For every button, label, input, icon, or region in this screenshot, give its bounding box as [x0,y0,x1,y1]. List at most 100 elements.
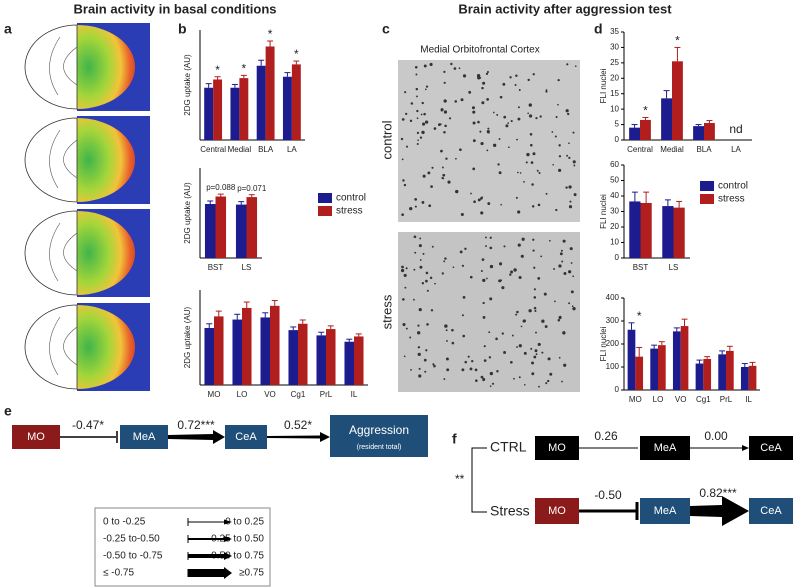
bar [256,65,266,140]
edge-label: 0.00 [704,429,728,443]
cell [531,205,535,208]
cell [501,286,505,290]
cell [469,367,473,371]
cell [419,136,423,139]
bar [718,354,726,390]
cell [455,189,459,194]
cell [568,302,571,305]
cell [498,138,501,140]
cell [480,269,483,272]
cell [568,185,572,189]
cell [440,123,442,125]
node [535,436,579,460]
cell [470,192,472,195]
cell [505,124,509,128]
bar [215,196,227,258]
cell [474,379,478,383]
bar [661,98,672,140]
cell [468,90,472,94]
bar [627,329,636,390]
cell [401,213,405,217]
node-label: MO [27,431,45,443]
cell [541,351,544,354]
path-diagram: MO -0.47* MeA 0.72*** CeA 0.52* Aggressi… [12,415,428,587]
cell [499,262,503,266]
cell [521,237,525,241]
cell [415,73,418,76]
scale-arrow [188,536,232,542]
cell [528,309,532,313]
cell [451,341,455,345]
bar [740,367,749,390]
cell [471,106,475,110]
bar [230,87,240,140]
cell [568,142,570,145]
cell [532,152,536,156]
cell [421,101,424,105]
cell [414,65,418,69]
cell [532,238,535,241]
y-tick-label: 0 [615,253,620,262]
cell [501,332,504,335]
bar [354,336,364,385]
charts: 2DG uptake (AU) Central * Medial * BLA * LA * 2DG… [183,27,760,404]
cell [509,76,512,79]
group-label: Stress [490,503,530,519]
cell [523,351,527,355]
cell [569,247,573,251]
cell [503,115,507,119]
cell [443,110,448,114]
node [640,436,690,460]
cell [557,78,560,82]
cell [418,367,421,370]
x-tick-label: LA [731,145,741,154]
scale-legend [94,507,271,587]
cell [498,171,502,175]
cell [529,132,533,136]
cell [474,368,478,372]
significance: * [675,34,680,48]
bar [662,206,674,258]
cell [538,385,540,388]
cell [517,243,521,247]
cell [402,298,405,301]
cell [404,91,407,94]
y-tick-label: 40 [610,191,619,200]
group-label: CTRL [490,439,527,455]
cell [419,259,422,261]
cell [421,201,425,204]
edge-label: -0.50 [594,488,622,502]
cell [477,198,481,202]
legend-swatch [700,181,714,191]
cell [531,361,535,365]
y-tick-label: 30 [610,207,619,216]
cell [530,347,533,350]
cell [539,115,542,118]
cell [425,349,428,352]
cell [500,279,503,282]
y-tick-label: 0 [615,385,620,394]
y-tick-label: 0 [615,135,620,144]
outline [49,129,78,189]
bar [246,197,258,258]
cell [565,186,568,189]
y-tick-label: 15 [610,89,619,98]
cell [496,370,499,373]
arrow [690,496,749,526]
x-tick-label: LO [237,390,248,399]
node [225,425,267,449]
cell [558,264,562,268]
row-label: stress [379,294,394,329]
bar [265,46,275,140]
cell [513,268,517,272]
cell [545,89,548,91]
outline [49,36,78,96]
cell [518,376,521,379]
cell [482,379,485,382]
cell [485,245,487,248]
cell [403,183,407,187]
cell [415,87,419,91]
cell [517,171,519,174]
cell [443,130,446,134]
x-tick-label: VO [675,395,687,404]
